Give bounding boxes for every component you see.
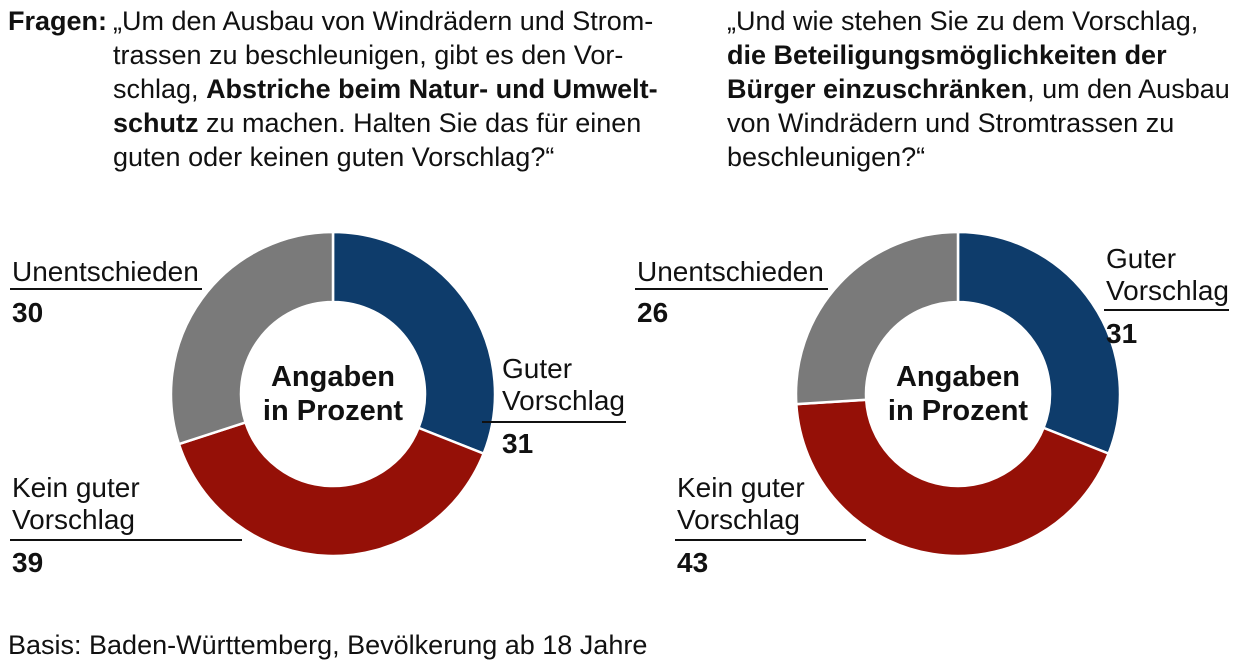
question-2-line-3a-bold: Bürger einzuschränken	[727, 74, 1028, 104]
question-1-line-4a-bold: schutz	[113, 108, 199, 138]
question-1-line-4b: zu machen. Halten Sie das für einen	[198, 108, 642, 138]
chart-1-slice-3-label-line-1: Unentschieden	[12, 256, 199, 287]
chart-1-slice-2-label-line-2: Vorschlag	[12, 504, 135, 535]
chart-2-slice-1	[956, 230, 1122, 456]
chart-2-slice-3	[794, 230, 960, 406]
question-2-line-4: von Windrädern und Stromtrassen zu	[727, 108, 1175, 138]
footer-note: Basis: Baden-Württemberg, Bevölkerung ab…	[8, 630, 648, 660]
chart-2-slice-2-label-line-1: Kein guter	[677, 472, 805, 503]
chart-2-slice-1-value: 31	[1106, 318, 1137, 349]
question-2-line-2-bold: die Beteiligungsmöglichkeiten der	[727, 40, 1167, 70]
question-2-text: „Und wie stehen Sie zu dem Vorschlag, di…	[727, 4, 1237, 174]
question-1-line-5: guten oder keinen guten Vorschlag?“	[113, 142, 555, 172]
question-1-line-1: „Um den Ausbau von Windrädern und Strom-	[113, 6, 654, 36]
question-2-line-1: „Und wie stehen Sie zu dem Vorschlag,	[727, 6, 1199, 36]
question-2-line-5: beschleunigen?“	[727, 142, 926, 172]
chart-2-slice-2	[794, 398, 1111, 558]
chart-2-slice-3-value: 26	[637, 297, 668, 328]
chart-2-slice-1-label-line-2: Vorschlag	[1106, 275, 1229, 306]
chart-1-center-text-line-2: in Prozent	[263, 395, 404, 427]
chart-2-center-text-line-1: Angaben	[896, 361, 1020, 393]
chart-2-slice-2-label-line-2: Vorschlag	[677, 504, 800, 535]
question-1-line-2: trassen zu beschleunigen, gibt es den Vo…	[113, 40, 624, 70]
chart-2-center-text-line-2: in Prozent	[888, 395, 1029, 427]
chart-2-slice-1-label-line-1: Guter	[1106, 243, 1176, 274]
chart-1-slice-1	[331, 230, 497, 456]
question-1-line-3b-bold: Abstriche beim Natur- und Umwelt-	[206, 74, 658, 104]
chart-2-slice-3-label-line-1: Unentschieden	[637, 256, 824, 287]
chart-1-center-text-line-1: Angaben	[271, 361, 395, 393]
chart-1-slice-2-label-line-1: Kein guter	[12, 472, 140, 503]
question-1-text: „Um den Ausbau von Windrädern und Strom-…	[113, 4, 673, 174]
questions-label: Fragen:	[8, 6, 108, 36]
chart-1-slice-1-value: 31	[502, 428, 533, 459]
chart-2-slice-2-value: 43	[677, 547, 708, 578]
chart-1-slice-3	[169, 230, 335, 446]
chart-1-slice-2-value: 39	[12, 547, 43, 578]
chart-1-slice-2	[177, 420, 486, 558]
question-2-line-3b: , um den Ausbau	[1027, 74, 1230, 104]
question-1-line-3a: schlag,	[113, 74, 207, 104]
chart-1-slice-3-value: 30	[12, 297, 43, 328]
chart-1-slice-1-label-line-2: Vorschlag	[502, 385, 625, 416]
chart-1-slice-1-label-line-1: Guter	[502, 353, 572, 384]
